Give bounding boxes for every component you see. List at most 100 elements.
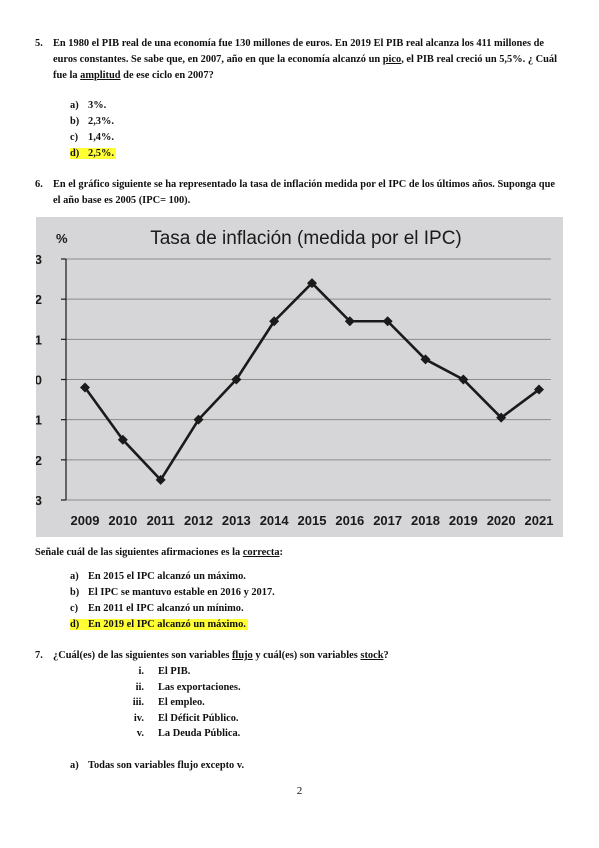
- x-tick-label: 2012: [184, 513, 213, 528]
- question-7-term-flujo: flujo: [231, 650, 253, 661]
- question-5-option-d[interactable]: d) 2,5%.: [70, 146, 116, 162]
- y-tick-label: 0: [36, 373, 42, 388]
- question-6-option-b[interactable]: b) El IPC se mantuvo estable en 2016 y 20…: [70, 585, 275, 601]
- question-6-text: En el gráfico siguiente se ha representa…: [53, 179, 555, 206]
- question-6-number: 6.: [35, 179, 43, 190]
- x-tick-label: 2019: [449, 513, 478, 528]
- question-5-text-part: de ese ciclo en 2007?: [120, 70, 214, 81]
- question-7-option-a[interactable]: a) Todas son variables flujo excepto v.: [70, 758, 244, 774]
- data-point: [193, 414, 204, 425]
- list-item-text: Las exportaciones.: [158, 681, 241, 693]
- list-item-text: La Deuda Pública.: [158, 728, 241, 739]
- question-6-option-c[interactable]: c) En 2011 el IPC alcanzó un mínimo.: [70, 601, 275, 617]
- question-7: 7. ¿Cuál(es) de las siguientes son varia…: [35, 648, 565, 664]
- option-label: a): [70, 760, 79, 771]
- question-5-option-c[interactable]: c) 1,4%.: [70, 130, 116, 146]
- instruction-term-correcta: correcta: [242, 547, 280, 558]
- chart-y-axis-label: %: [56, 231, 68, 246]
- data-point: [496, 412, 507, 423]
- y-tick-label: -1: [36, 413, 42, 428]
- list-item-number: iii.: [132, 697, 144, 708]
- data-point: [269, 316, 280, 327]
- option-text: Todas son variables flujo excepto v.: [88, 760, 245, 771]
- y-tick-label: 1: [36, 332, 42, 347]
- x-tick-label: 2017: [373, 513, 402, 528]
- data-point: [155, 474, 166, 485]
- question-6-option-a[interactable]: a) En 2015 el IPC alcanzó un máximo.: [70, 569, 275, 585]
- series-line: [83, 281, 540, 482]
- question-7-options: a) Todas son variables flujo excepto v.: [70, 758, 244, 774]
- list-item: iii. El empleo.: [110, 695, 241, 711]
- instruction-text: :: [279, 547, 284, 558]
- question-6-instruction: Señale cuál de las siguientes afirmacion…: [35, 545, 565, 561]
- option-text: 2,5%.: [88, 148, 114, 159]
- list-item-number: v.: [136, 728, 144, 739]
- option-label: c): [70, 132, 79, 143]
- list-item-text: El empleo.: [158, 697, 205, 708]
- x-tick-label: 2015: [298, 513, 327, 528]
- x-tick-label: 2013: [222, 513, 251, 528]
- page-number: 2: [296, 785, 303, 797]
- data-point: [458, 374, 469, 385]
- y-tick-label: 2: [36, 292, 42, 307]
- x-tick-label: 2009: [71, 513, 100, 528]
- data-point: [382, 316, 393, 327]
- x-tick-label: 2011: [147, 513, 175, 528]
- question-5-term-pico: pico: [382, 54, 402, 65]
- instruction-text: Señale cuál de las siguientes afirmacion…: [35, 547, 243, 558]
- option-label: b): [70, 116, 80, 127]
- y-tick-label: 3: [36, 252, 42, 267]
- list-item: ii. Las exportaciones.: [110, 680, 241, 696]
- question-7-text-part: ?: [383, 650, 389, 661]
- question-5: 5. En 1980 el PIB real de una economía f…: [35, 36, 565, 84]
- chart-title: Tasa de inflación (medida por el IPC): [150, 228, 462, 249]
- inflation-chart: Tasa de inflación (medida por el IPC) % …: [36, 217, 563, 537]
- question-5-text-part: En 1980 el PIB real de una economía fue …: [53, 38, 544, 65]
- option-label: c): [70, 603, 79, 614]
- data-point: [80, 382, 90, 393]
- question-5-term-amplitud: amplitud: [80, 70, 121, 81]
- option-label: d): [70, 148, 80, 159]
- data-point: [231, 374, 242, 385]
- option-text: En 2019 el IPC alcanzó un máximo.: [88, 619, 246, 630]
- question-5-text: En 1980 el PIB real de una economía fue …: [53, 36, 565, 84]
- question-5-option-b[interactable]: b) 2,3%.: [70, 114, 116, 130]
- question-5-option-a[interactable]: a) 3%.: [70, 98, 116, 114]
- option-label: a): [70, 100, 79, 111]
- option-label: b): [70, 587, 80, 598]
- inflation-chart-svg: Tasa de inflación (medida por el IPC) % …: [36, 228, 553, 528]
- option-label: a): [70, 571, 79, 582]
- chart-grid: [66, 258, 551, 501]
- question-5-number: 5.: [35, 38, 43, 49]
- data-point: [420, 354, 431, 365]
- question-6-options: a) En 2015 el IPC alcanzó un máximo. b) El…: [70, 569, 275, 633]
- question-7-items: i. El PIB. ii. Las exportaciones. iii. El e…: [110, 664, 241, 742]
- question-5-options: a) 3%. b) 2,3%. c) 1,4%. d) 2,5%.: [70, 98, 116, 162]
- y-tick-label: -2: [36, 453, 42, 468]
- data-point: [344, 316, 355, 327]
- question-6: 6. En el gráfico siguiente se ha represe…: [35, 177, 565, 209]
- list-item-number: i.: [138, 666, 145, 677]
- list-item-text: El PIB.: [158, 666, 191, 677]
- question-7-number: 7.: [35, 650, 43, 661]
- option-text: En 2011 el IPC alcanzó un mínimo.: [88, 603, 244, 614]
- x-tick-label: 2021: [525, 513, 554, 528]
- list-item-number: ii.: [135, 681, 144, 693]
- chart-axes: 3 2 1 0 -1 -2 -3 2009 2010 2011 2012 2013 2014 2015 20…: [36, 252, 553, 528]
- question-6-option-d[interactable]: d) En 2019 el IPC alcanzó un máximo.: [70, 617, 275, 633]
- option-label: d): [70, 619, 80, 630]
- x-tick-label: 2018: [411, 513, 440, 528]
- list-item: iv. El Déficit Público.: [110, 711, 241, 727]
- x-tick-label: 2016: [335, 513, 364, 528]
- question-7-text-part: ¿Cuál(es) de las siguientes son variable…: [53, 650, 232, 661]
- option-text: 2,3%.: [88, 116, 114, 127]
- list-item: i. El PIB.: [110, 664, 241, 680]
- question-7-term-stock: stock: [360, 650, 384, 661]
- answer-highlight: d) En 2019 el IPC alcanzó un máximo.: [70, 619, 248, 630]
- answer-highlight: d) 2,5%.: [70, 148, 116, 159]
- x-tick-label: 2014: [260, 513, 290, 528]
- option-text: El IPC se mantuvo estable en 2016 y 2017…: [88, 587, 275, 598]
- data-point: [307, 278, 317, 289]
- option-text: 1,4%.: [88, 132, 114, 143]
- option-text: En 2015 el IPC alcanzó un máximo.: [88, 571, 246, 582]
